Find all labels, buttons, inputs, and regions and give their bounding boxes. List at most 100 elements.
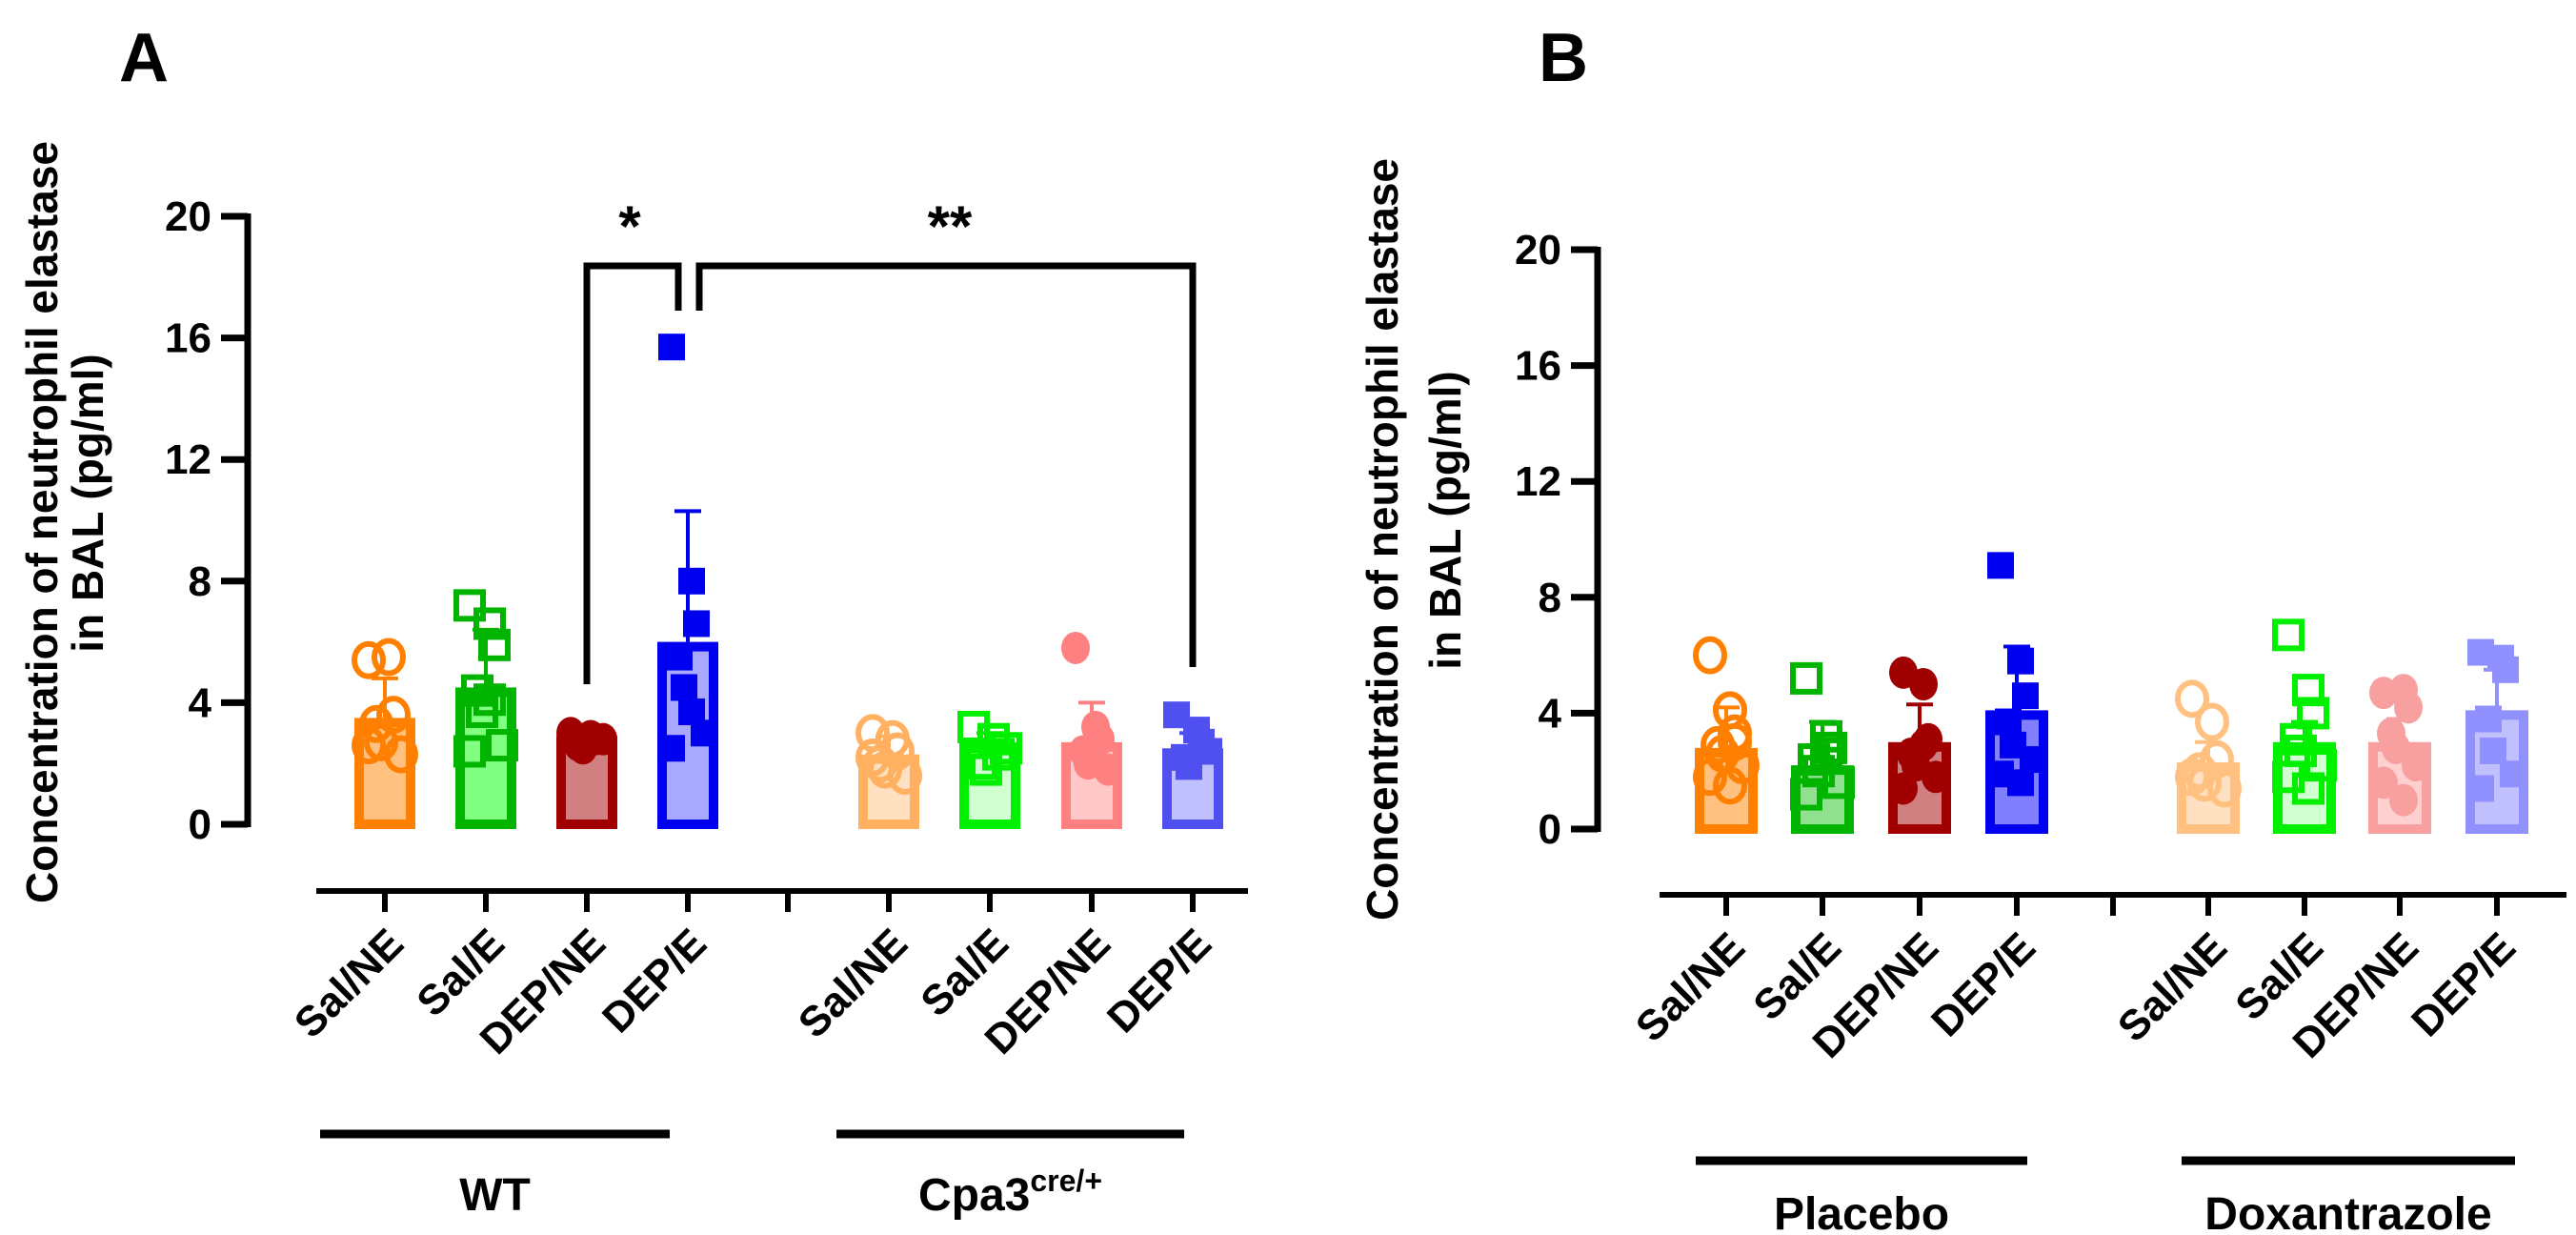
data-point (678, 567, 705, 595)
data-point (658, 334, 685, 361)
data-point (1909, 728, 1938, 761)
significance-bracket (583, 262, 682, 684)
data-point (2475, 705, 2502, 733)
y-tick-label: 8 (189, 558, 211, 605)
data-point (683, 610, 710, 638)
x-tick-label: Sal/NE (790, 920, 916, 1046)
group-label-text: Placebo (1774, 1189, 1949, 1235)
x-tick-label: Sal/NE (2109, 923, 2236, 1050)
group-label-text: Doxantrazole (2204, 1189, 2491, 1235)
data-point (2012, 682, 2039, 710)
data-point (2272, 618, 2304, 652)
data-point (2480, 737, 2506, 764)
data-point (2292, 674, 2324, 707)
y-tick-label: 4 (189, 679, 212, 726)
y-tick-label: 20 (1515, 227, 1561, 273)
data-point (1718, 722, 1752, 761)
data-point (2382, 731, 2410, 764)
data-point (1713, 766, 1747, 805)
data-point (2402, 749, 2430, 782)
data-point (855, 738, 890, 777)
data-point (473, 607, 506, 640)
y-tick-label: 0 (189, 801, 211, 848)
x-tick-label: DEP/E (594, 920, 715, 1042)
data-point (2500, 760, 2526, 788)
y-tick-label: 8 (1539, 575, 1561, 621)
y-axis-label-line2: in BAL (pg/ml) (63, 354, 112, 652)
y-axis-label: Concentration of neutrophil elastase (1358, 158, 1407, 921)
y-tick-label: 16 (1515, 343, 1561, 390)
data-point (359, 704, 393, 743)
data-point (2007, 769, 2034, 797)
group-label: Placebo (1774, 1189, 1949, 1235)
data-point (888, 756, 922, 795)
group-label: WT (459, 1170, 531, 1221)
data-point (1693, 758, 1727, 797)
data-point (453, 589, 486, 622)
data-point (2175, 679, 2209, 719)
data-point (678, 698, 705, 725)
data-point (2020, 746, 2046, 774)
data-point (2394, 691, 2423, 724)
data-point (1196, 738, 1222, 765)
data-point (1094, 753, 1122, 786)
y-tick-label: 20 (165, 193, 211, 240)
data-point (970, 753, 1002, 786)
data-point (589, 722, 617, 756)
data-point (486, 729, 518, 762)
data-point (1995, 708, 2022, 736)
panel-b-chart: Concentration of neutrophil elastase in B… (1358, 158, 2566, 1235)
data-point (2467, 775, 2494, 802)
data-point (2007, 647, 2034, 675)
group-label: Cpa3cre/+ (918, 1164, 1102, 1221)
data-point (990, 732, 1022, 765)
data-point (1790, 661, 1822, 695)
data-point (1922, 760, 1950, 794)
data-point (2175, 758, 2209, 797)
data-point (1061, 631, 1090, 664)
panel-label-b: B (1539, 20, 1588, 96)
data-point (1889, 772, 1918, 805)
data-point (1909, 668, 1938, 700)
data-point (1693, 636, 1727, 675)
x-tick-label: Sal/NE (286, 920, 413, 1046)
data-point (384, 735, 418, 774)
data-point (453, 735, 486, 768)
data-point (2492, 656, 2519, 683)
data-point (671, 674, 697, 701)
data-point (478, 628, 511, 661)
data-point (2297, 697, 2329, 730)
data-point (1713, 691, 1747, 730)
data-point (352, 726, 386, 765)
group-label-text: Cpa3 (918, 1170, 1030, 1221)
group-label: Doxantrazole (2204, 1189, 2491, 1235)
data-point (1987, 552, 2014, 579)
y-axis-label-line2: in BAL (pg/ml) (1420, 371, 1470, 669)
y-tick-label: 4 (1539, 690, 1562, 737)
y-tick-label: 0 (1539, 806, 1561, 853)
panel-label-a: A (119, 20, 169, 96)
data-point (2389, 783, 2418, 817)
data-point (666, 643, 693, 671)
y-axis-label: Concentration of neutrophil elastase (17, 141, 67, 903)
data-point (1790, 778, 1822, 811)
x-tick-label: DEP/E (2403, 923, 2525, 1045)
data-point (658, 735, 685, 762)
data-point (2195, 702, 2229, 741)
data-point (2207, 769, 2242, 808)
y-tick-label: 12 (165, 436, 211, 483)
y-tick-label: 12 (1515, 458, 1561, 505)
significance-label: * (618, 194, 641, 258)
data-point (2369, 766, 2398, 800)
y-tick-label: 16 (165, 315, 211, 362)
x-tick-label: DEP/E (1922, 923, 2044, 1045)
data-point (1810, 737, 1842, 770)
significance-bracket (695, 262, 1197, 667)
group-label-superscript: cre/+ (1030, 1164, 1102, 1198)
x-tick-label: DEP/E (1098, 920, 1220, 1042)
x-tick-label: Sal/NE (1627, 923, 1754, 1050)
data-point (473, 683, 506, 717)
data-point (2292, 772, 2324, 805)
